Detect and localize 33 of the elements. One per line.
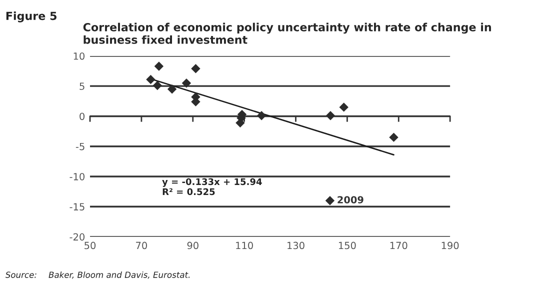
point <box>256 111 266 120</box>
y-tick-label: -10 <box>70 172 85 180</box>
y-tick-label: -20 <box>70 233 85 241</box>
point <box>167 84 177 94</box>
point <box>154 62 164 71</box>
text: Baker, Bloom and Davis, Eurostat. <box>48 271 190 279</box>
point <box>146 74 156 84</box>
y-tick-label: 5 <box>80 82 84 90</box>
x-tick-label: 110 <box>236 242 253 250</box>
point <box>191 64 200 74</box>
y-tick-label: -15 <box>70 203 84 210</box>
point <box>325 196 335 206</box>
x-tick-label: 170 <box>390 242 408 250</box>
annotation: y = -0.133x + 15.94 <box>162 178 262 187</box>
source-note: Source: <box>5 272 36 278</box>
annotation: 2009 <box>338 196 364 204</box>
annotation: R² = 0.525 <box>162 188 215 196</box>
y-tick-label: 0 <box>80 112 85 120</box>
x-tick-label: 70 <box>136 242 147 250</box>
point <box>389 132 398 142</box>
point <box>339 102 348 112</box>
y-tick-label: -5 <box>76 142 84 150</box>
caption: Figure 5 <box>6 11 56 22</box>
point <box>152 80 162 90</box>
point <box>182 78 192 88</box>
y-tick-label: 10 <box>74 52 85 60</box>
point <box>326 111 336 120</box>
chart-title: Correlation of economic policy uncertainty with rate of change in business fixed investment <box>83 22 491 44</box>
x-tick-label: 150 <box>338 242 356 250</box>
x-tick-label: 190 <box>442 242 459 250</box>
x-tick-label: 50 <box>84 242 96 250</box>
x-tick-label: 130 <box>288 242 304 250</box>
x-tick-label: 90 <box>187 242 198 250</box>
